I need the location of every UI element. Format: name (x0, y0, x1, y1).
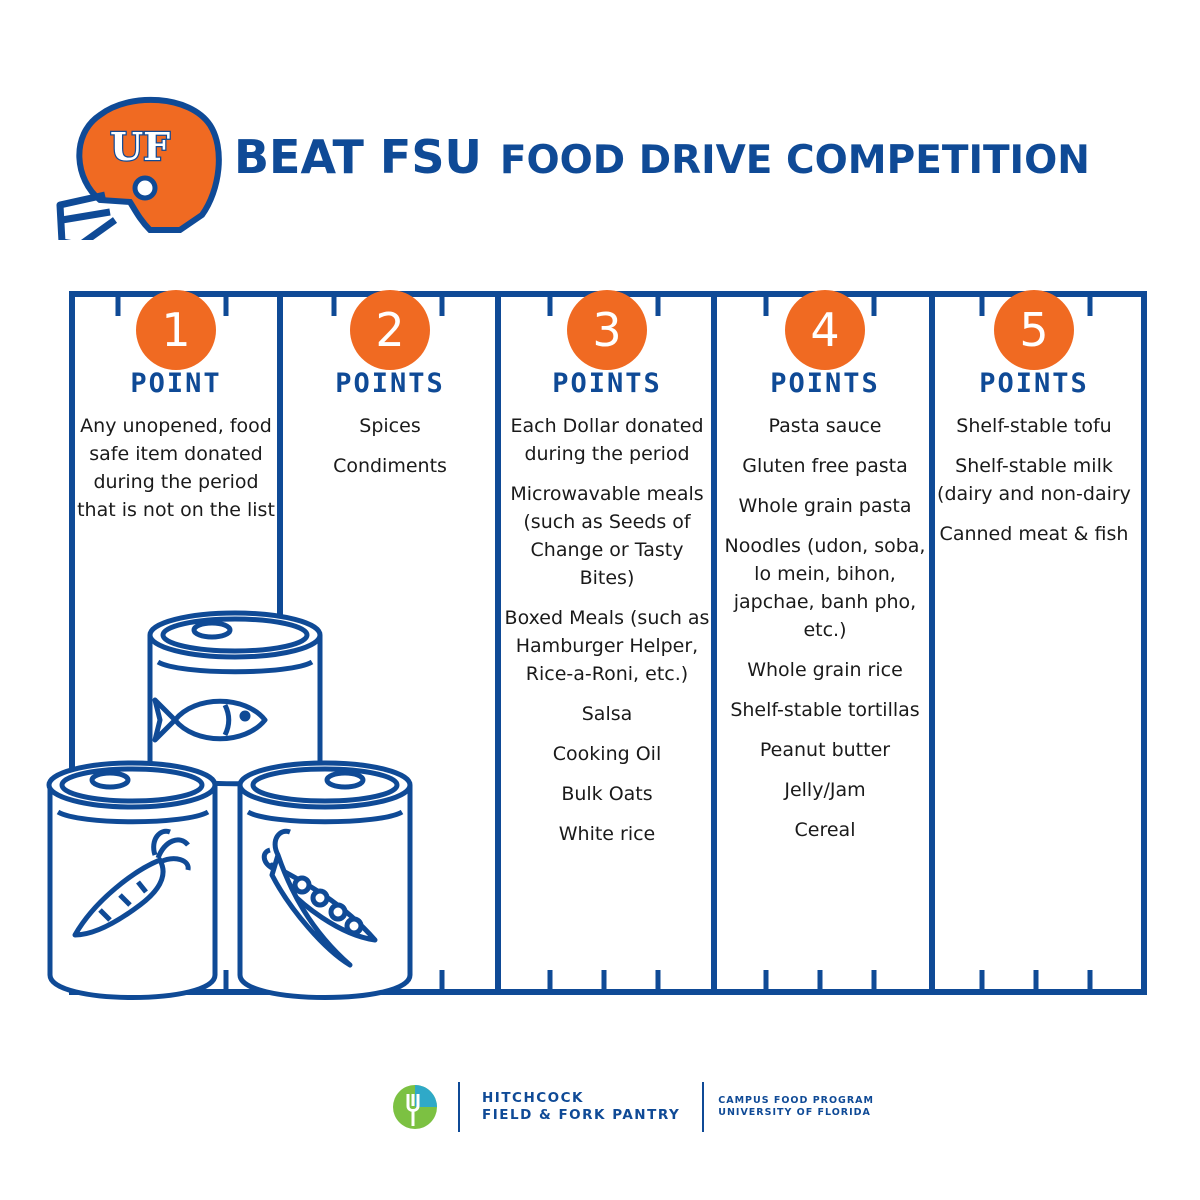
list-item: Cooking Oil (552, 743, 662, 765)
list-item: Shelf-stable tofu (956, 415, 1112, 437)
points-label-5: POINTS (979, 368, 1089, 399)
carrot-can-icon (46, 760, 218, 1000)
list-item: Salsa (581, 703, 633, 725)
fork-leaf-logo-icon (393, 1085, 437, 1129)
list-item: Shelf-stable tortillas (730, 699, 920, 721)
football-helmet-icon: UF (56, 96, 222, 240)
list-item: Boxed Meals (such as Hamburger Helper, R… (504, 607, 710, 685)
list-item: Microwavable meals (such as Seeds of Cha… (510, 483, 704, 589)
number-badge-1: 1 (136, 290, 216, 370)
list-item: Noodles (udon, soba, lo mein, bihon, jap… (724, 535, 926, 641)
number-badge-3: 3 (567, 290, 647, 370)
list-item: Any unopened, food safe item donated dur… (77, 415, 275, 521)
list-item: Cereal (794, 819, 856, 841)
number-badge-2: 2 (350, 290, 430, 370)
program-line1: CAMPUS FOOD PROGRAM (718, 1095, 874, 1106)
list-item: Whole grain rice (747, 659, 903, 681)
list-item: Canned meat & fish (939, 523, 1129, 545)
list-item: Peanut butter (759, 739, 891, 761)
points-label-4: POINTS (770, 368, 880, 399)
list-item: Whole grain pasta (738, 495, 912, 517)
pantry-line2: FIELD & FORK PANTRY (482, 1107, 681, 1123)
helmet-text: UF (110, 124, 170, 169)
points-column-4: 4 POINTS Pasta sauce Gluten free pasta W… (717, 290, 933, 990)
points-label-1: POINT (130, 368, 222, 399)
canned-food-illustration (46, 610, 413, 1000)
list-item: Jelly/Jam (784, 779, 866, 801)
title-beat-fsu: BEAT FSU (234, 130, 482, 184)
peas-can-icon (237, 760, 413, 1000)
items-list-5: Shelf-stable tofu Shelf-stable milk (dai… (930, 412, 1138, 560)
title-food-drive: FOOD DRIVE COMPETITION (499, 138, 1090, 183)
page-title: BEAT FSU FOOD DRIVE COMPETITION (234, 130, 1090, 184)
list-item: Pasta sauce (768, 415, 882, 437)
items-list-3: Each Dollar donated during the period Mi… (503, 412, 711, 860)
list-item: Spices (359, 415, 421, 437)
points-column-5: 5 POINTS Shelf-stable tofu Shelf-stable … (926, 290, 1142, 990)
list-item: Shelf-stable milk (dairy and non-dairy (937, 455, 1131, 505)
list-item: Each Dollar donated during the period (510, 415, 704, 465)
items-list-2: Spices Condiments (286, 412, 494, 492)
points-column-1: 1 POINT Any unopened, food safe item don… (68, 290, 284, 990)
program-name: CAMPUS FOOD PROGRAM UNIVERSITY OF FLORID… (718, 1095, 874, 1119)
number-badge-4: 4 (785, 290, 865, 370)
list-item: Gluten free pasta (742, 455, 908, 477)
fish-can-icon (147, 610, 323, 787)
items-list-1: Any unopened, food safe item donated dur… (72, 412, 280, 536)
footer-branding: HITCHCOCK FIELD & FORK PANTRY CAMPUS FOO… (390, 1082, 874, 1132)
points-label-2: POINTS (335, 368, 445, 399)
footer-divider-1 (458, 1082, 460, 1132)
pantry-line1: HITCHCOCK (482, 1090, 584, 1106)
footer-divider-2 (702, 1082, 705, 1132)
number-badge-5: 5 (994, 290, 1074, 370)
list-item: White rice (558, 823, 656, 845)
items-list-4: Pasta sauce Gluten free pasta Whole grai… (721, 412, 929, 856)
list-item: Condiments (333, 455, 447, 477)
pantry-name: HITCHCOCK FIELD & FORK PANTRY (482, 1090, 680, 1124)
points-label-3: POINTS (552, 368, 662, 399)
points-column-2: 2 POINTS Spices Condiments (282, 290, 498, 990)
program-line2: UNIVERSITY OF FLORIDA (718, 1107, 871, 1118)
list-item: Bulk Oats (561, 783, 653, 805)
points-column-3: 3 POINTS Each Dollar donated during the … (499, 290, 715, 990)
